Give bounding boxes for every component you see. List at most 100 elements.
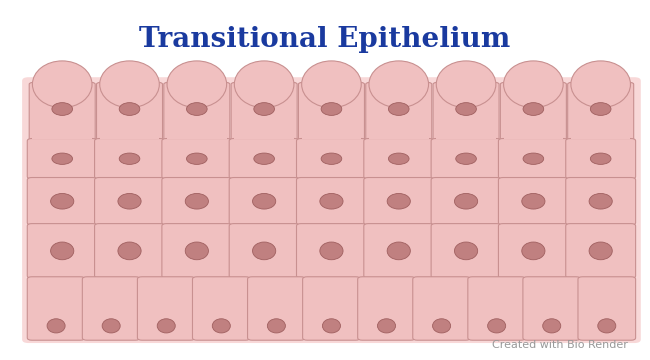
Ellipse shape	[454, 193, 478, 209]
FancyBboxPatch shape	[296, 177, 367, 225]
Ellipse shape	[119, 103, 140, 116]
FancyBboxPatch shape	[566, 224, 636, 278]
Ellipse shape	[590, 103, 611, 116]
Ellipse shape	[321, 153, 342, 165]
Ellipse shape	[187, 103, 207, 116]
FancyBboxPatch shape	[358, 277, 415, 340]
Ellipse shape	[118, 242, 141, 260]
FancyBboxPatch shape	[364, 177, 434, 225]
FancyBboxPatch shape	[468, 277, 525, 340]
FancyBboxPatch shape	[162, 139, 232, 179]
Ellipse shape	[254, 103, 274, 116]
Ellipse shape	[267, 319, 285, 333]
Ellipse shape	[187, 153, 207, 165]
Ellipse shape	[185, 193, 209, 209]
Ellipse shape	[378, 319, 396, 333]
FancyBboxPatch shape	[192, 277, 250, 340]
Ellipse shape	[52, 153, 73, 165]
FancyBboxPatch shape	[27, 139, 97, 179]
Ellipse shape	[488, 319, 506, 333]
FancyBboxPatch shape	[229, 177, 299, 225]
FancyBboxPatch shape	[504, 131, 563, 139]
FancyBboxPatch shape	[500, 82, 566, 141]
FancyBboxPatch shape	[229, 139, 299, 179]
FancyBboxPatch shape	[431, 177, 501, 225]
FancyBboxPatch shape	[296, 224, 367, 278]
Ellipse shape	[523, 103, 543, 116]
FancyBboxPatch shape	[29, 82, 95, 141]
Ellipse shape	[99, 61, 159, 108]
FancyBboxPatch shape	[303, 277, 360, 340]
FancyBboxPatch shape	[366, 82, 432, 141]
Ellipse shape	[436, 61, 496, 108]
Ellipse shape	[52, 103, 73, 116]
Ellipse shape	[47, 319, 65, 333]
Ellipse shape	[389, 103, 409, 116]
Ellipse shape	[322, 319, 341, 333]
FancyBboxPatch shape	[302, 131, 361, 139]
FancyBboxPatch shape	[298, 82, 365, 141]
FancyBboxPatch shape	[83, 277, 140, 340]
FancyBboxPatch shape	[95, 224, 164, 278]
Ellipse shape	[51, 193, 74, 209]
Ellipse shape	[523, 153, 543, 165]
FancyBboxPatch shape	[27, 277, 85, 340]
FancyBboxPatch shape	[578, 277, 636, 340]
Ellipse shape	[253, 242, 276, 260]
Ellipse shape	[389, 153, 409, 165]
FancyBboxPatch shape	[229, 224, 299, 278]
FancyBboxPatch shape	[364, 139, 434, 179]
Ellipse shape	[320, 242, 343, 260]
Ellipse shape	[51, 242, 74, 260]
FancyBboxPatch shape	[137, 277, 195, 340]
Ellipse shape	[185, 242, 209, 260]
FancyBboxPatch shape	[523, 277, 580, 340]
FancyBboxPatch shape	[235, 131, 294, 139]
FancyBboxPatch shape	[566, 177, 636, 225]
FancyBboxPatch shape	[364, 224, 434, 278]
FancyBboxPatch shape	[231, 82, 297, 141]
Text: Created with Bio Render: Created with Bio Render	[492, 340, 628, 350]
Ellipse shape	[571, 61, 630, 108]
FancyBboxPatch shape	[566, 139, 636, 179]
Ellipse shape	[32, 61, 92, 108]
Text: Transitional Epithelium: Transitional Epithelium	[139, 27, 511, 54]
Ellipse shape	[387, 242, 410, 260]
Ellipse shape	[598, 319, 616, 333]
FancyBboxPatch shape	[167, 131, 227, 139]
FancyBboxPatch shape	[95, 139, 164, 179]
Ellipse shape	[102, 319, 120, 333]
Ellipse shape	[522, 242, 545, 260]
Ellipse shape	[253, 193, 276, 209]
FancyBboxPatch shape	[499, 224, 568, 278]
Ellipse shape	[213, 319, 230, 333]
Ellipse shape	[504, 61, 563, 108]
FancyBboxPatch shape	[369, 131, 428, 139]
Ellipse shape	[456, 153, 476, 165]
Ellipse shape	[235, 61, 294, 108]
Ellipse shape	[589, 242, 612, 260]
Ellipse shape	[522, 193, 545, 209]
Ellipse shape	[590, 153, 611, 165]
FancyBboxPatch shape	[433, 82, 499, 141]
Ellipse shape	[167, 61, 227, 108]
Ellipse shape	[369, 61, 428, 108]
Ellipse shape	[456, 103, 476, 116]
Ellipse shape	[321, 103, 342, 116]
Ellipse shape	[119, 153, 140, 165]
FancyBboxPatch shape	[436, 131, 496, 139]
FancyBboxPatch shape	[499, 177, 568, 225]
Ellipse shape	[387, 193, 410, 209]
FancyBboxPatch shape	[248, 277, 306, 340]
Ellipse shape	[432, 319, 450, 333]
FancyBboxPatch shape	[27, 177, 97, 225]
FancyBboxPatch shape	[571, 131, 630, 139]
FancyBboxPatch shape	[162, 224, 232, 278]
Ellipse shape	[320, 193, 343, 209]
Ellipse shape	[589, 193, 612, 209]
FancyBboxPatch shape	[96, 82, 162, 141]
FancyBboxPatch shape	[296, 139, 367, 179]
FancyBboxPatch shape	[32, 131, 92, 139]
FancyBboxPatch shape	[95, 177, 164, 225]
FancyBboxPatch shape	[99, 131, 159, 139]
